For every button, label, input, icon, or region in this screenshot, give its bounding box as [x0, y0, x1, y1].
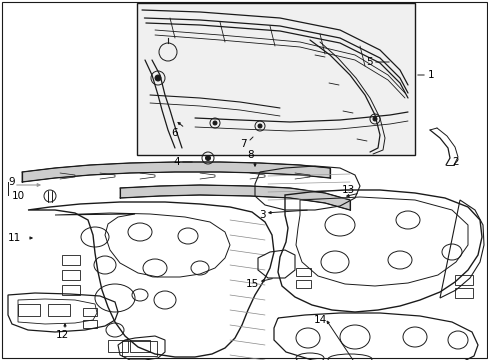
Bar	[83, 308, 97, 316]
Text: 11: 11	[8, 233, 21, 243]
Polygon shape	[120, 185, 349, 210]
Bar	[137, 3, 414, 155]
Polygon shape	[22, 162, 329, 182]
Bar	[295, 268, 310, 276]
Text: 7: 7	[240, 139, 246, 149]
Text: 10: 10	[12, 191, 25, 201]
Bar	[108, 340, 128, 352]
Bar	[130, 340, 150, 352]
Bar	[62, 270, 80, 280]
Bar	[83, 320, 97, 328]
Text: 15: 15	[245, 279, 258, 289]
Circle shape	[213, 121, 217, 125]
Circle shape	[155, 75, 161, 81]
Bar	[454, 288, 472, 298]
Text: 1: 1	[427, 70, 434, 80]
Bar	[62, 255, 80, 265]
Circle shape	[205, 156, 210, 161]
Bar	[18, 304, 40, 316]
Text: 8: 8	[247, 150, 254, 160]
Text: 6: 6	[171, 128, 178, 138]
Text: 5: 5	[366, 57, 372, 67]
Text: 13: 13	[341, 185, 354, 195]
Text: 2: 2	[451, 157, 458, 167]
Bar	[48, 304, 70, 316]
Text: 4: 4	[173, 157, 180, 167]
Bar	[454, 275, 472, 285]
Text: 12: 12	[55, 330, 68, 340]
Circle shape	[372, 117, 376, 121]
Bar	[295, 280, 310, 288]
Bar	[62, 285, 80, 295]
Text: 3: 3	[258, 210, 265, 220]
Text: 9: 9	[8, 177, 15, 187]
Text: 14: 14	[313, 315, 326, 325]
Circle shape	[258, 124, 262, 128]
Bar	[122, 341, 157, 356]
